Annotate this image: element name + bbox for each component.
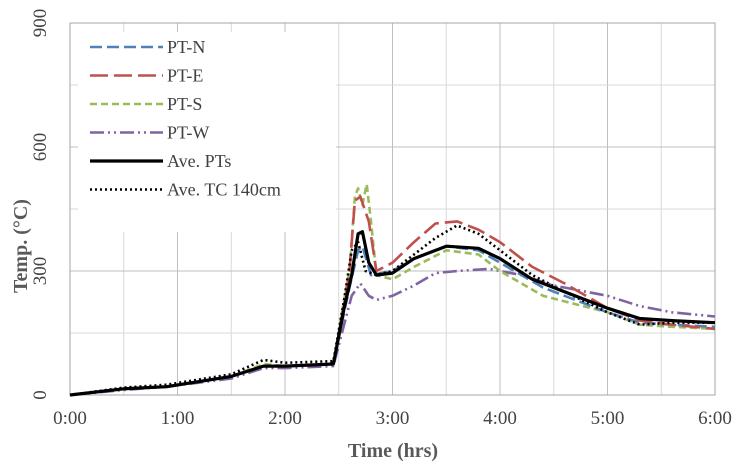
- x-tick-label: 3:00: [376, 408, 410, 429]
- y-axis-title: Temp. (°C): [10, 199, 32, 293]
- plot-frame: [69, 22, 716, 396]
- x-tick-label: 0:00: [53, 408, 87, 429]
- series-line: [69, 182, 716, 397]
- legend-label: PT-E: [167, 66, 203, 86]
- y-tick-label: 0: [30, 390, 51, 400]
- y-tick-label: 600: [30, 133, 51, 162]
- x-tick-label: 4:00: [483, 408, 517, 429]
- series-line: [69, 267, 716, 397]
- series-line: [69, 244, 716, 397]
- x-tick-label: 6:00: [698, 408, 732, 429]
- legend-label: Ave. TC 140cm: [167, 180, 281, 200]
- x-tick-label: 5:00: [591, 408, 625, 429]
- legend-label: PT-W: [167, 123, 209, 143]
- x-axis-title: Time (hrs): [348, 440, 438, 462]
- x-tick-label: 1:00: [161, 408, 195, 429]
- gridlines: [69, 22, 716, 396]
- x-tick-label: 2:00: [268, 408, 302, 429]
- legend-label: PT-N: [167, 37, 205, 57]
- legend-label: Ave. PTs: [167, 151, 231, 171]
- y-tick-label: 900: [30, 9, 51, 38]
- x-tick-labels: 0:00 1:00 2:00 3:00 4:00 5:00 6:00: [53, 408, 732, 429]
- legend-label: PT-S: [167, 94, 202, 114]
- series-line: [69, 230, 716, 397]
- plot-area: [69, 182, 716, 397]
- y-tick-labels: 0 300 600 900: [30, 9, 51, 400]
- legend: PT-N PT-E PT-S PT-W Ave. PTs Ave. TC 140cm: [78, 32, 336, 232]
- y-tick-label: 300: [30, 257, 51, 286]
